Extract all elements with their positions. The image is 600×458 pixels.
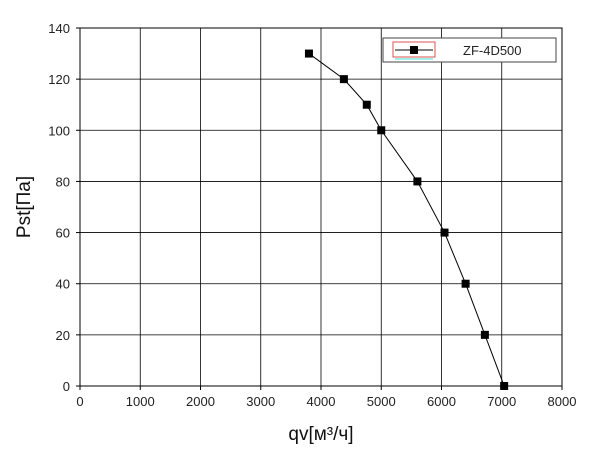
x-tick-label: 8000 <box>548 394 577 409</box>
x-tick-label: 0 <box>76 394 83 409</box>
y-tick-label: 80 <box>56 174 70 189</box>
legend: ZF-4D500 <box>382 37 557 63</box>
legend-swatch-frame <box>392 41 436 58</box>
data-point-marker <box>362 100 371 109</box>
y-tick-label: 100 <box>48 123 70 138</box>
y-tick-label: 20 <box>56 328 70 343</box>
x-tick-label: 6000 <box>427 394 456 409</box>
y-tick-label: 40 <box>56 277 70 292</box>
grid <box>80 28 562 386</box>
data-point-marker <box>500 382 509 390</box>
legend-series-label: ZF-4D500 <box>463 43 522 58</box>
data-point-marker <box>480 330 489 339</box>
x-tick-label: 1000 <box>126 394 155 409</box>
axis-ticks: 0 1000 2000 3000 4000 5000 6000 7000 8000 0 20 40 60… <box>48 21 576 409</box>
y-tick-label: 0 <box>63 379 70 394</box>
legend-series-marker <box>410 46 418 54</box>
x-tick-label: 2000 <box>186 394 215 409</box>
y-axis-title: Pst[Па] <box>14 176 35 238</box>
y-tick-label: 60 <box>56 226 70 241</box>
data-point-marker <box>440 228 449 237</box>
series-layer <box>304 49 509 390</box>
data-point-marker <box>461 279 470 288</box>
x-tick-label: 3000 <box>246 394 275 409</box>
data-point-marker <box>377 126 386 135</box>
x-axis-title: qv[м³/ч] <box>288 424 353 445</box>
data-point-marker <box>413 177 422 186</box>
data-point-marker <box>304 49 313 58</box>
data-point-marker <box>339 75 348 84</box>
y-tick-label: 140 <box>48 21 70 36</box>
y-tick-label: 120 <box>48 72 70 87</box>
x-tick-label: 4000 <box>307 394 336 409</box>
x-tick-label: 5000 <box>367 394 396 409</box>
x-tick-label: 7000 <box>487 394 516 409</box>
